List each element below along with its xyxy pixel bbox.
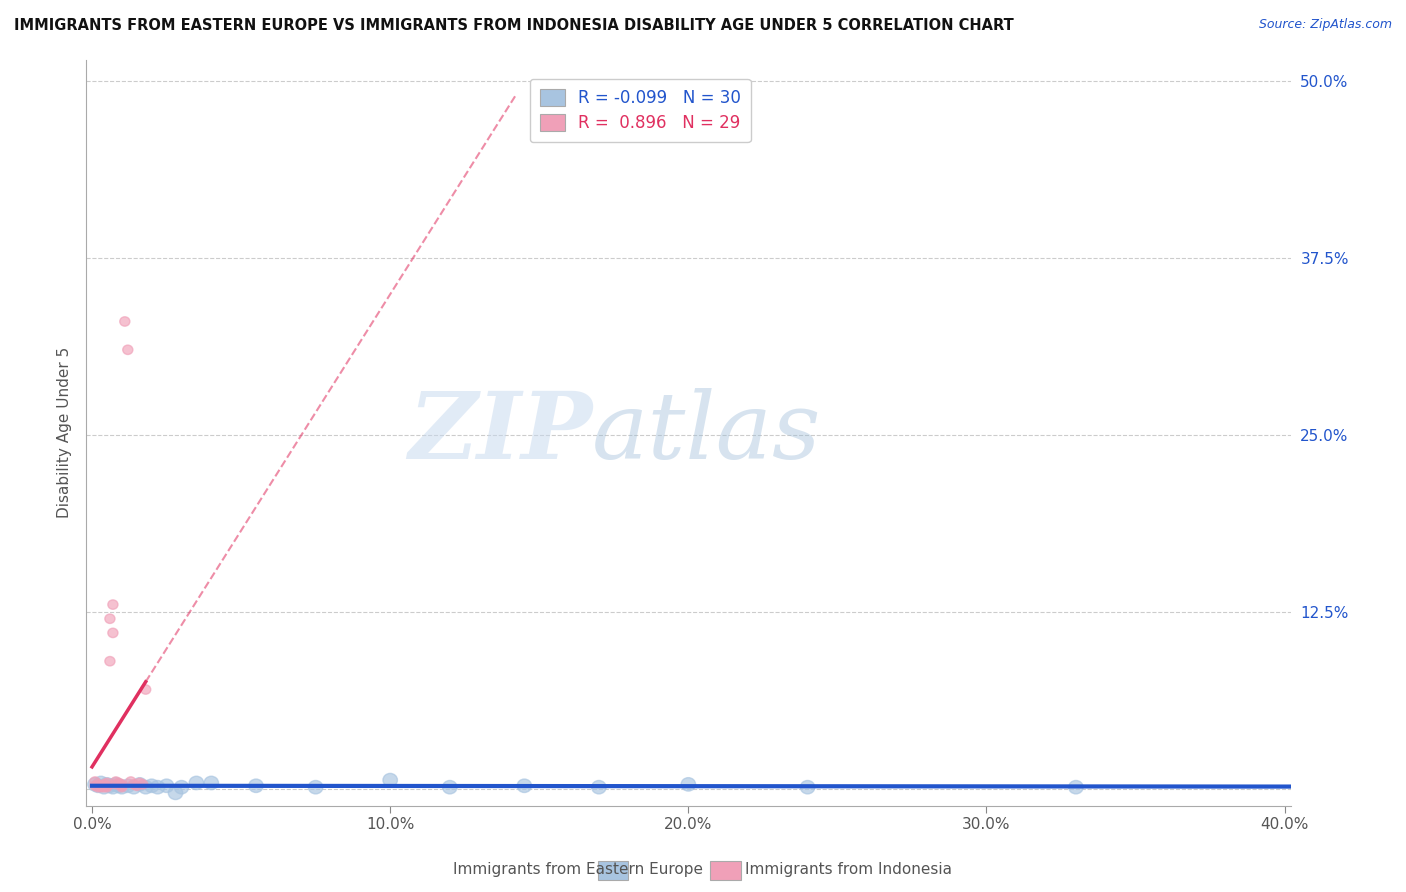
Ellipse shape (382, 773, 398, 787)
Ellipse shape (117, 782, 127, 792)
Ellipse shape (115, 780, 129, 794)
Ellipse shape (87, 778, 103, 791)
Ellipse shape (174, 780, 188, 794)
Ellipse shape (204, 776, 218, 789)
Ellipse shape (443, 780, 457, 794)
Ellipse shape (150, 780, 165, 794)
Ellipse shape (108, 600, 118, 609)
Text: Source: ZipAtlas.com: Source: ZipAtlas.com (1258, 18, 1392, 31)
Y-axis label: Disability Age Under 5: Disability Age Under 5 (58, 347, 72, 518)
FancyBboxPatch shape (598, 861, 628, 880)
Ellipse shape (308, 780, 323, 794)
Ellipse shape (91, 779, 105, 792)
Ellipse shape (127, 780, 141, 794)
Ellipse shape (98, 782, 110, 792)
Ellipse shape (132, 781, 142, 790)
Ellipse shape (101, 782, 112, 792)
Ellipse shape (592, 780, 606, 794)
Ellipse shape (135, 778, 145, 788)
Ellipse shape (96, 782, 105, 792)
Ellipse shape (141, 685, 150, 694)
Ellipse shape (93, 782, 103, 792)
Ellipse shape (249, 779, 263, 792)
Ellipse shape (111, 780, 121, 789)
Text: Immigrants from Indonesia: Immigrants from Indonesia (745, 863, 952, 877)
Ellipse shape (90, 781, 100, 790)
Ellipse shape (98, 780, 110, 789)
Ellipse shape (122, 345, 134, 354)
Ellipse shape (108, 628, 118, 638)
Ellipse shape (681, 778, 696, 791)
Text: Immigrants from Eastern Europe: Immigrants from Eastern Europe (453, 863, 703, 877)
Ellipse shape (111, 777, 121, 786)
Text: ZIP: ZIP (408, 388, 592, 477)
Ellipse shape (105, 780, 120, 794)
Ellipse shape (138, 780, 148, 789)
Ellipse shape (105, 657, 115, 666)
Ellipse shape (138, 780, 153, 794)
Text: IMMIGRANTS FROM EASTERN EUROPE VS IMMIGRANTS FROM INDONESIA DISABILITY AGE UNDER: IMMIGRANTS FROM EASTERN EUROPE VS IMMIGR… (14, 18, 1014, 33)
Ellipse shape (169, 786, 183, 799)
Text: atlas: atlas (592, 388, 821, 477)
Ellipse shape (129, 780, 139, 789)
Ellipse shape (120, 317, 129, 326)
Ellipse shape (1069, 780, 1083, 794)
Ellipse shape (117, 780, 127, 789)
Ellipse shape (111, 779, 127, 792)
Ellipse shape (105, 614, 115, 624)
Ellipse shape (114, 778, 124, 788)
Ellipse shape (117, 781, 127, 790)
Ellipse shape (97, 780, 111, 794)
Ellipse shape (125, 777, 136, 786)
Legend: R = -0.099   N = 30, R =  0.896   N = 29: R = -0.099 N = 30, R = 0.896 N = 29 (530, 79, 751, 142)
Ellipse shape (103, 779, 117, 792)
Ellipse shape (517, 779, 531, 792)
FancyBboxPatch shape (710, 861, 741, 880)
Ellipse shape (121, 779, 135, 792)
Ellipse shape (93, 780, 103, 789)
Ellipse shape (145, 779, 159, 792)
Ellipse shape (94, 776, 108, 789)
Ellipse shape (101, 778, 112, 788)
Ellipse shape (159, 779, 174, 792)
Ellipse shape (101, 781, 112, 790)
Ellipse shape (800, 780, 815, 794)
Ellipse shape (190, 776, 204, 789)
Ellipse shape (132, 778, 148, 791)
Ellipse shape (100, 778, 114, 791)
Ellipse shape (96, 781, 105, 790)
Ellipse shape (90, 777, 100, 786)
Ellipse shape (108, 778, 124, 791)
